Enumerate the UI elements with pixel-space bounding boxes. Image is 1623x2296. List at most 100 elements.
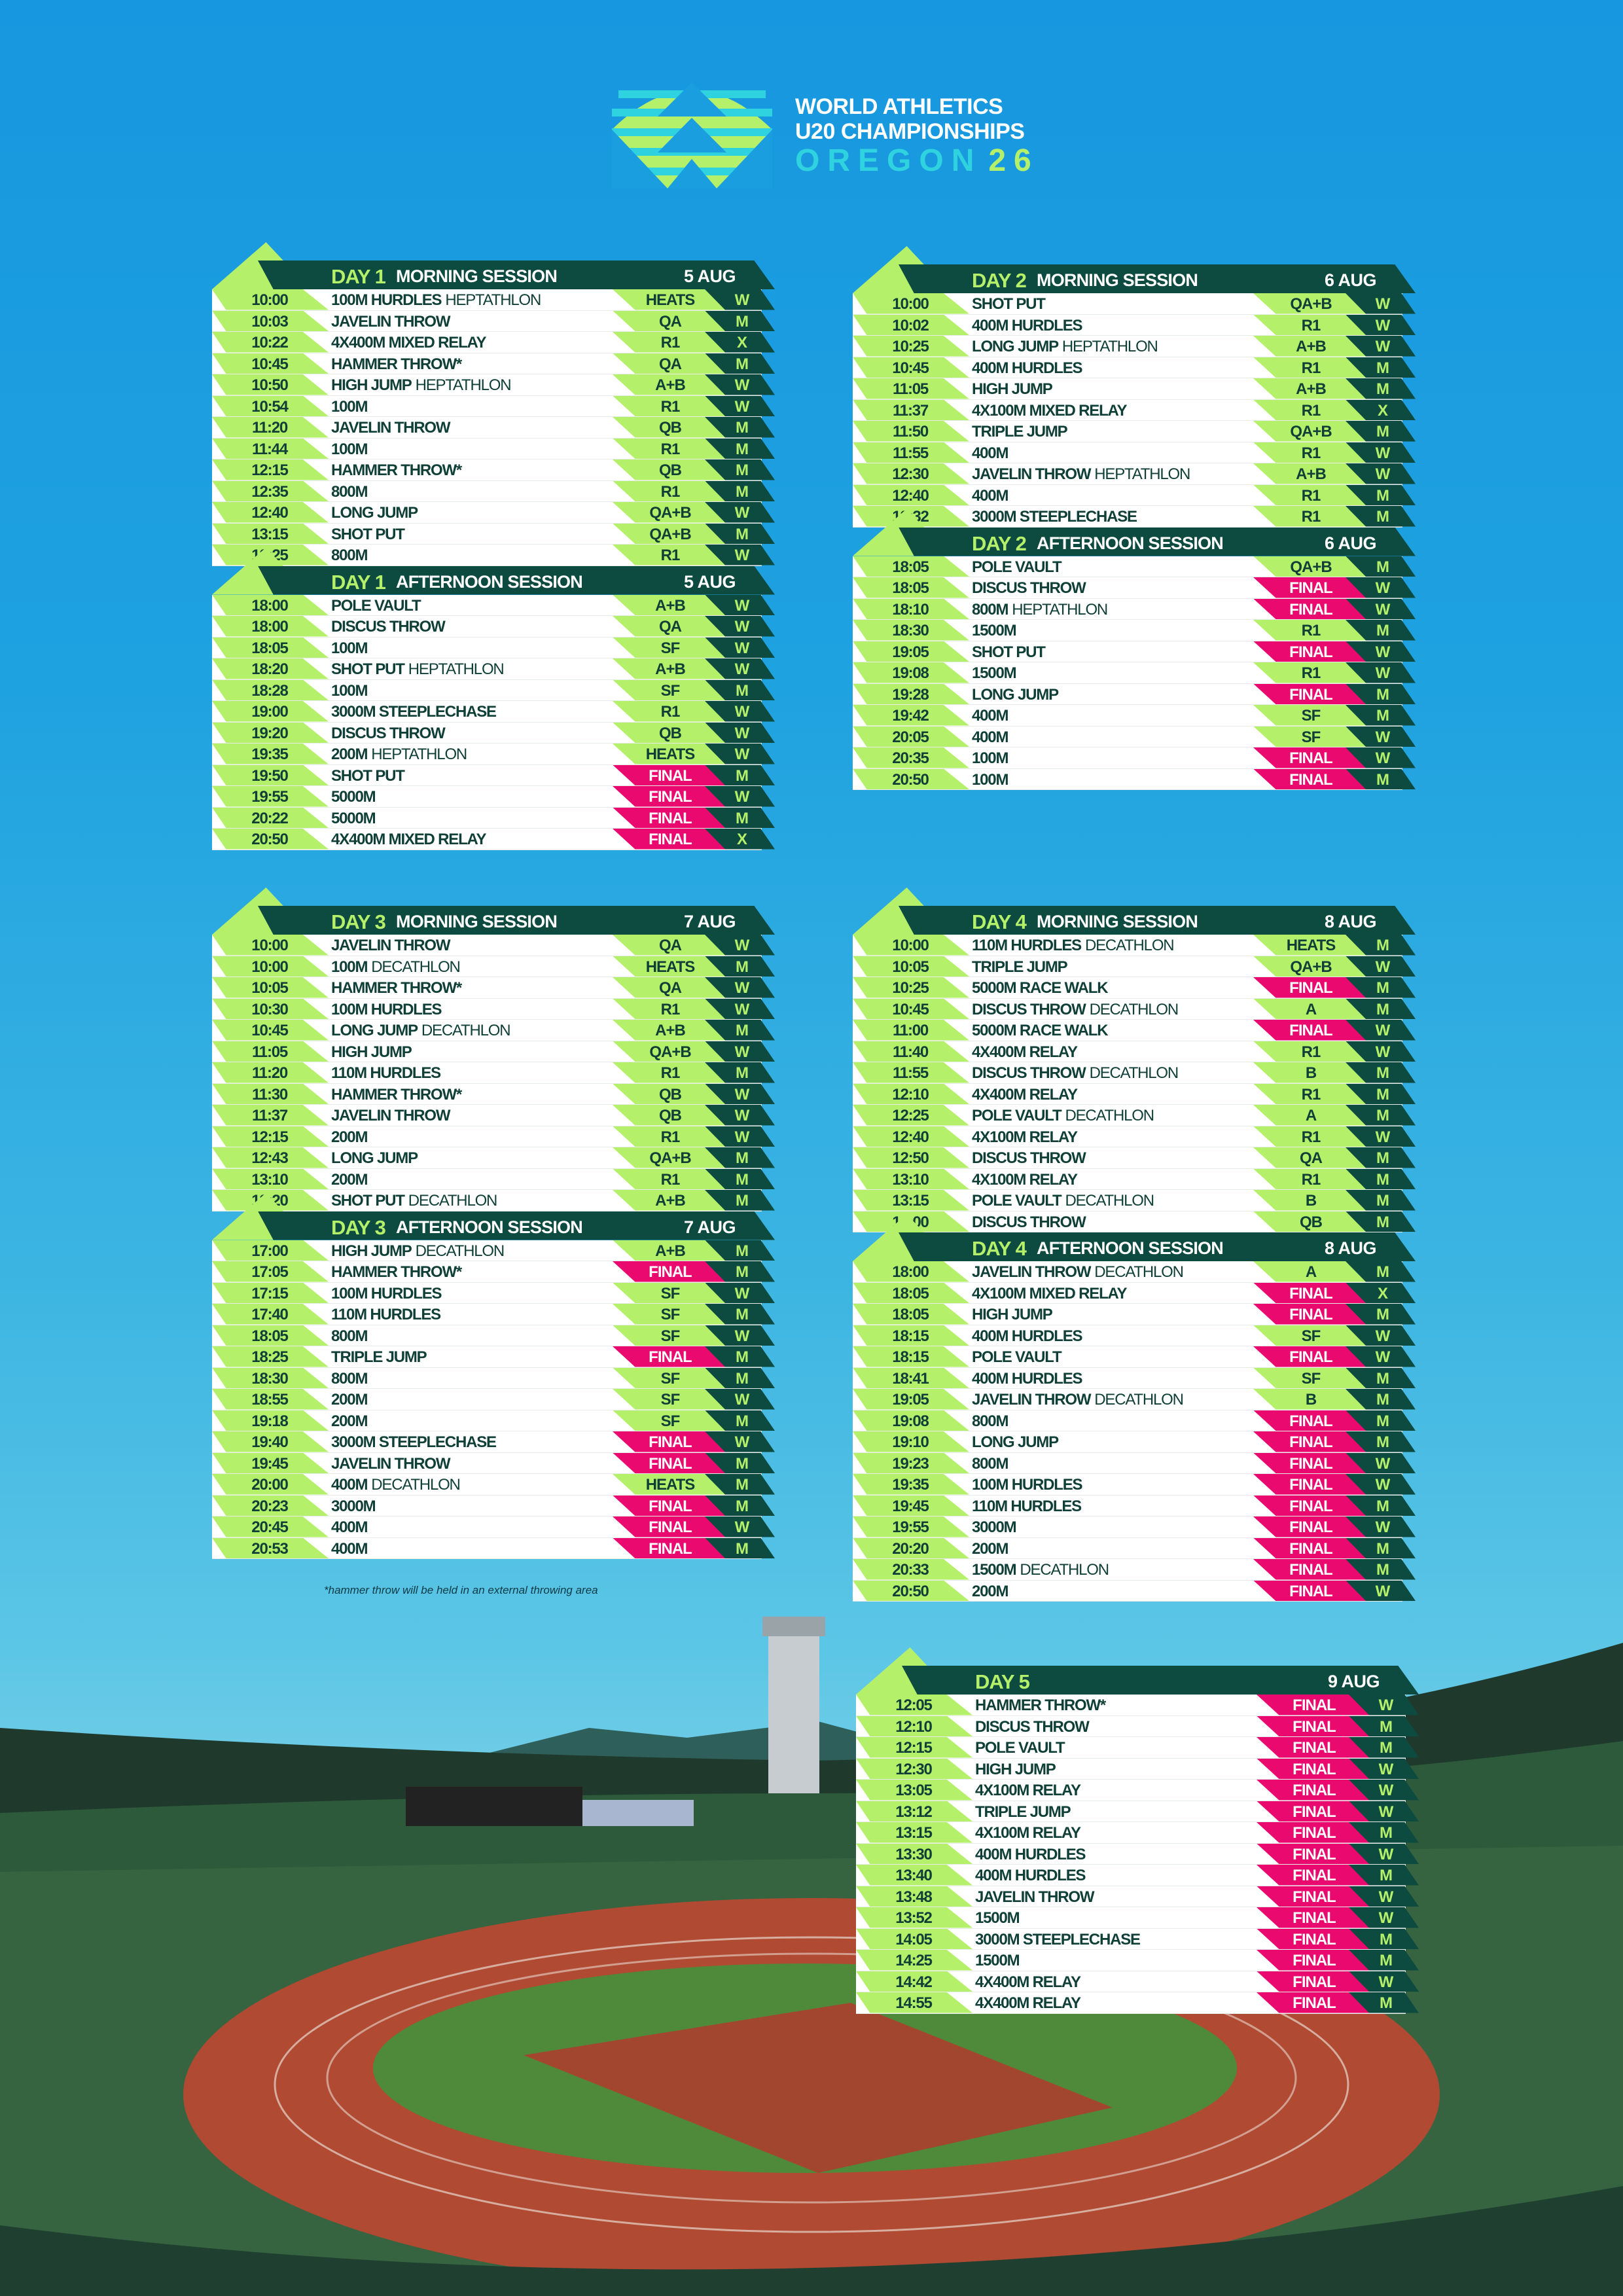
- gender-label: M: [736, 766, 749, 785]
- event-title: 4X100M RELAY: [975, 1782, 1081, 1799]
- gender-label: M: [736, 1263, 749, 1281]
- event-title: POLE VAULT: [972, 1192, 1062, 1210]
- event-time: 20:35: [892, 749, 929, 767]
- event-title: 100M: [331, 397, 368, 416]
- event-time: 18:20: [251, 660, 289, 678]
- event-time: 18:25: [251, 1348, 289, 1366]
- event-name: LONG JUMP: [972, 1433, 1059, 1452]
- event-name: HAMMER THROW*: [331, 355, 462, 374]
- event-time: 13:15: [895, 1824, 933, 1842]
- event-name: SHOT PUT: [972, 295, 1046, 314]
- schedule-row: 11:50 TRIPLE JUMP QA+B M: [853, 421, 1416, 442]
- schedule-row: 19:00 3000M STEEPLECHASE R1 W: [212, 701, 775, 723]
- event-title: POLE VAULT: [975, 1739, 1065, 1757]
- round-label: QA: [1300, 1149, 1323, 1167]
- event-time: 19:00: [251, 703, 289, 721]
- event-title: 400M: [972, 444, 1008, 462]
- event-name: LONG JUMP: [972, 686, 1059, 704]
- event-name: 400M HURDLES: [975, 1867, 1086, 1885]
- event-time: 20:20: [892, 1539, 929, 1558]
- schedule-row: 10:45 DISCUS THROW DECATHLON A M: [853, 998, 1416, 1020]
- event-time: 18:10: [892, 600, 929, 619]
- event-name: TRIPLE JUMP: [972, 958, 1068, 977]
- event-time: 12:15: [895, 1739, 933, 1757]
- day-label: DAY 3: [331, 910, 386, 933]
- final-badge: FINAL: [1289, 1284, 1333, 1302]
- schedule-row: 10:25 5000M RACE WALK FINAL M: [853, 977, 1416, 999]
- round-label: QB: [659, 724, 682, 742]
- event-title: 4X400M MIXED RELAY: [331, 334, 486, 351]
- gender-label: M: [1376, 1192, 1389, 1210]
- round-label: R1: [1301, 444, 1321, 462]
- gender-label: W: [734, 979, 750, 997]
- schedule-row: 20:53 400M FINAL M: [212, 1537, 775, 1559]
- event-time: 10:45: [251, 1022, 289, 1039]
- session-title: AFTERNOON SESSION: [1037, 1238, 1224, 1258]
- event-title: 4X400M MIXED RELAY: [331, 831, 486, 848]
- schedule-row: 12:40 LONG JUMP QA+B W: [212, 502, 775, 524]
- round-label: SF: [1301, 728, 1321, 746]
- schedule-row: 19:50 SHOT PUT FINAL M: [212, 764, 775, 786]
- event-title: 400M: [972, 728, 1008, 746]
- event-name: 4X400M MIXED RELAY: [331, 334, 486, 352]
- schedule-row: 10:22 4X400M MIXED RELAY R1 X: [212, 332, 775, 353]
- schedule-row: 18:00 POLE VAULT A+B W: [212, 594, 775, 616]
- event-time: 10:05: [251, 979, 289, 997]
- event-name: LONG JUMP DECATHLON: [331, 1022, 511, 1040]
- event-time: 19:35: [892, 1476, 929, 1494]
- round-label: R1: [1301, 1085, 1321, 1103]
- schedule-row: 13:15 4X100M RELAY FINAL M: [856, 1822, 1419, 1844]
- event-time: 19:05: [892, 643, 929, 661]
- gender-label: W: [1378, 1973, 1394, 1991]
- gender-label: W: [1378, 1782, 1394, 1799]
- gender-label: M: [736, 525, 749, 543]
- round-label: B: [1305, 1064, 1317, 1082]
- event-discipline: HEPTATHLON: [415, 376, 512, 394]
- gender-label: W: [1375, 958, 1391, 976]
- event-time: 12:50: [892, 1149, 929, 1167]
- gender-label: M: [1380, 1930, 1393, 1948]
- event-name: 100M: [331, 639, 368, 658]
- event-title: 100M: [331, 440, 368, 458]
- header-bar: [258, 906, 775, 935]
- round-cell: [613, 637, 725, 658]
- schedule-row: 13:15 POLE VAULT DECATHLON B M: [853, 1190, 1416, 1211]
- round-label: SF: [660, 639, 681, 657]
- event-time: 14:42: [895, 1973, 933, 1991]
- gender-label: M: [1376, 1263, 1389, 1281]
- final-badge: FINAL: [649, 766, 692, 785]
- event-name: 1500M: [975, 1909, 1020, 1928]
- gender-label: W: [734, 639, 750, 657]
- schedule-row: 18:15 400M HURDLES SF W: [853, 1325, 1416, 1346]
- final-badge: FINAL: [1289, 1518, 1333, 1536]
- round-label: QA: [659, 979, 682, 997]
- event-name: 3000M STEEPLECHASE: [975, 1931, 1141, 1949]
- round-cell: [613, 1325, 725, 1346]
- event-title: 100M: [331, 639, 368, 657]
- gender-label: M: [1376, 486, 1389, 505]
- schedule-row: 19:42 400M SF M: [853, 705, 1416, 726]
- event-title: 5000M RACE WALK: [972, 1022, 1109, 1039]
- event-title: 800M: [972, 600, 1008, 619]
- header-bar: [899, 264, 1416, 293]
- event-title: SHOT PUT: [972, 643, 1046, 661]
- event-name: 1500M: [972, 622, 1017, 640]
- event-time: 18:05: [892, 579, 929, 597]
- round-label: R1: [1301, 508, 1321, 526]
- gender-label: M: [736, 355, 749, 373]
- event-discipline: DECATHLON: [1089, 1000, 1179, 1018]
- schedule-row: 10:00 100M DECATHLON HEATS M: [212, 956, 775, 977]
- event-name: 200M: [331, 1171, 368, 1189]
- round-cell: [613, 829, 725, 850]
- event-name: 800M HEPTATHLON: [972, 600, 1108, 619]
- gender-label: M: [736, 312, 749, 331]
- schedule-row: 20:05 400M SF W: [853, 726, 1416, 747]
- gender-label: M: [736, 681, 749, 700]
- schedule-row: 18:05 100M SF W: [212, 637, 775, 658]
- event-title: 200M: [972, 1582, 1008, 1600]
- session-date: 8 AUG: [1324, 1238, 1377, 1258]
- event-name: HAMMER THROW*: [331, 979, 462, 997]
- final-badge: FINAL: [649, 1454, 692, 1473]
- event-title: 400M HURDLES: [972, 1369, 1083, 1388]
- event-time: 12:30: [892, 465, 929, 483]
